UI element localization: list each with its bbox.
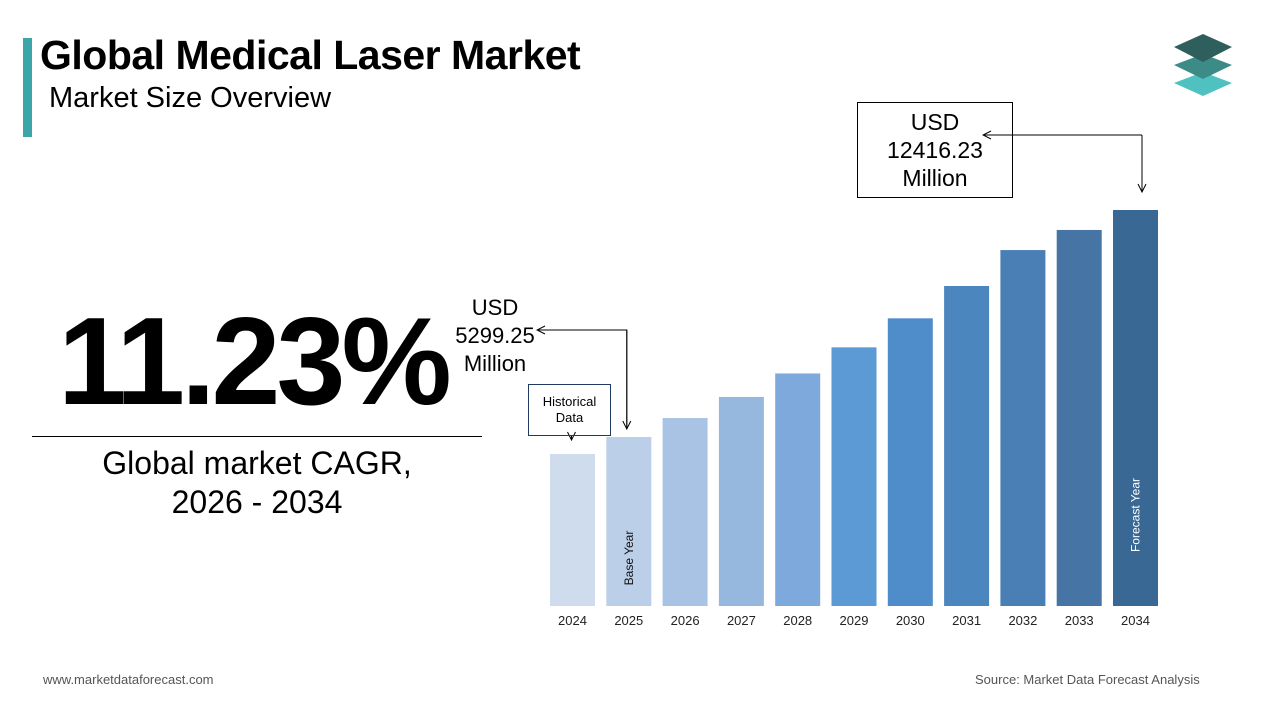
stacked-layers-icon	[1174, 34, 1232, 96]
website-link[interactable]: www.marketdataforecast.com	[43, 672, 214, 687]
end-value-unit: Million	[902, 165, 968, 191]
start-value-unit: Million	[463, 351, 527, 376]
start-value-callout: USD 5299.25 Million	[440, 294, 550, 378]
start-value-amount: 5299.25	[455, 323, 535, 348]
x-tick-label-2025: 2025	[614, 613, 643, 628]
x-tick-label-2033: 2033	[1065, 613, 1094, 628]
bar-2029	[831, 347, 877, 606]
source-note: Source: Market Data Forecast Analysis	[975, 672, 1200, 687]
historical-label-line2: Data	[555, 410, 584, 425]
bar-2026	[662, 418, 708, 606]
title-accent-bar	[23, 38, 32, 137]
end-value-amount: 12416.23	[887, 137, 983, 163]
bar-annotation-2034: Forecast Year	[1129, 478, 1143, 552]
bar-2025	[606, 436, 652, 606]
bar-2024	[550, 454, 595, 606]
x-tick-label-2030: 2030	[896, 613, 925, 628]
page-subtitle: Market Size Overview	[49, 82, 332, 114]
x-tick-label-2029: 2029	[840, 613, 869, 628]
bar-2027	[718, 396, 764, 606]
x-tick-label-2024: 2024	[558, 613, 587, 628]
historical-data-box: Historical Data	[528, 384, 611, 436]
end-value-currency: USD	[910, 109, 960, 135]
cagr-label: Global market CAGR, 2026 - 2034	[32, 444, 482, 522]
x-tick-label-2027: 2027	[727, 613, 756, 628]
start-value-currency: USD	[471, 295, 519, 320]
cagr-label-line1: Global market CAGR,	[102, 445, 412, 481]
x-tick-label-2032: 2032	[1008, 613, 1037, 628]
x-tick-label-2031: 2031	[952, 613, 981, 628]
x-tick-label-2028: 2028	[783, 613, 812, 628]
bar-2034	[1113, 210, 1158, 606]
x-tick-label-2034: 2034	[1121, 613, 1150, 628]
page-title: Global Medical Laser Market	[40, 32, 581, 78]
bar-2030	[887, 318, 933, 606]
bar-2031	[944, 286, 990, 606]
bar-2033	[1056, 229, 1102, 606]
end-value-callout: USD 12416.23 Million	[857, 102, 1013, 198]
cagr-value: 11.23%	[58, 293, 452, 431]
bar-annotation-2025: Base Year	[622, 531, 636, 586]
cagr-label-line2: 2026 - 2034	[171, 484, 343, 520]
bar-2032	[1000, 250, 1046, 607]
cagr-divider	[32, 436, 482, 437]
historical-label-line1: Historical	[542, 394, 597, 409]
x-tick-label-2026: 2026	[671, 613, 700, 628]
bar-2028	[775, 373, 821, 606]
